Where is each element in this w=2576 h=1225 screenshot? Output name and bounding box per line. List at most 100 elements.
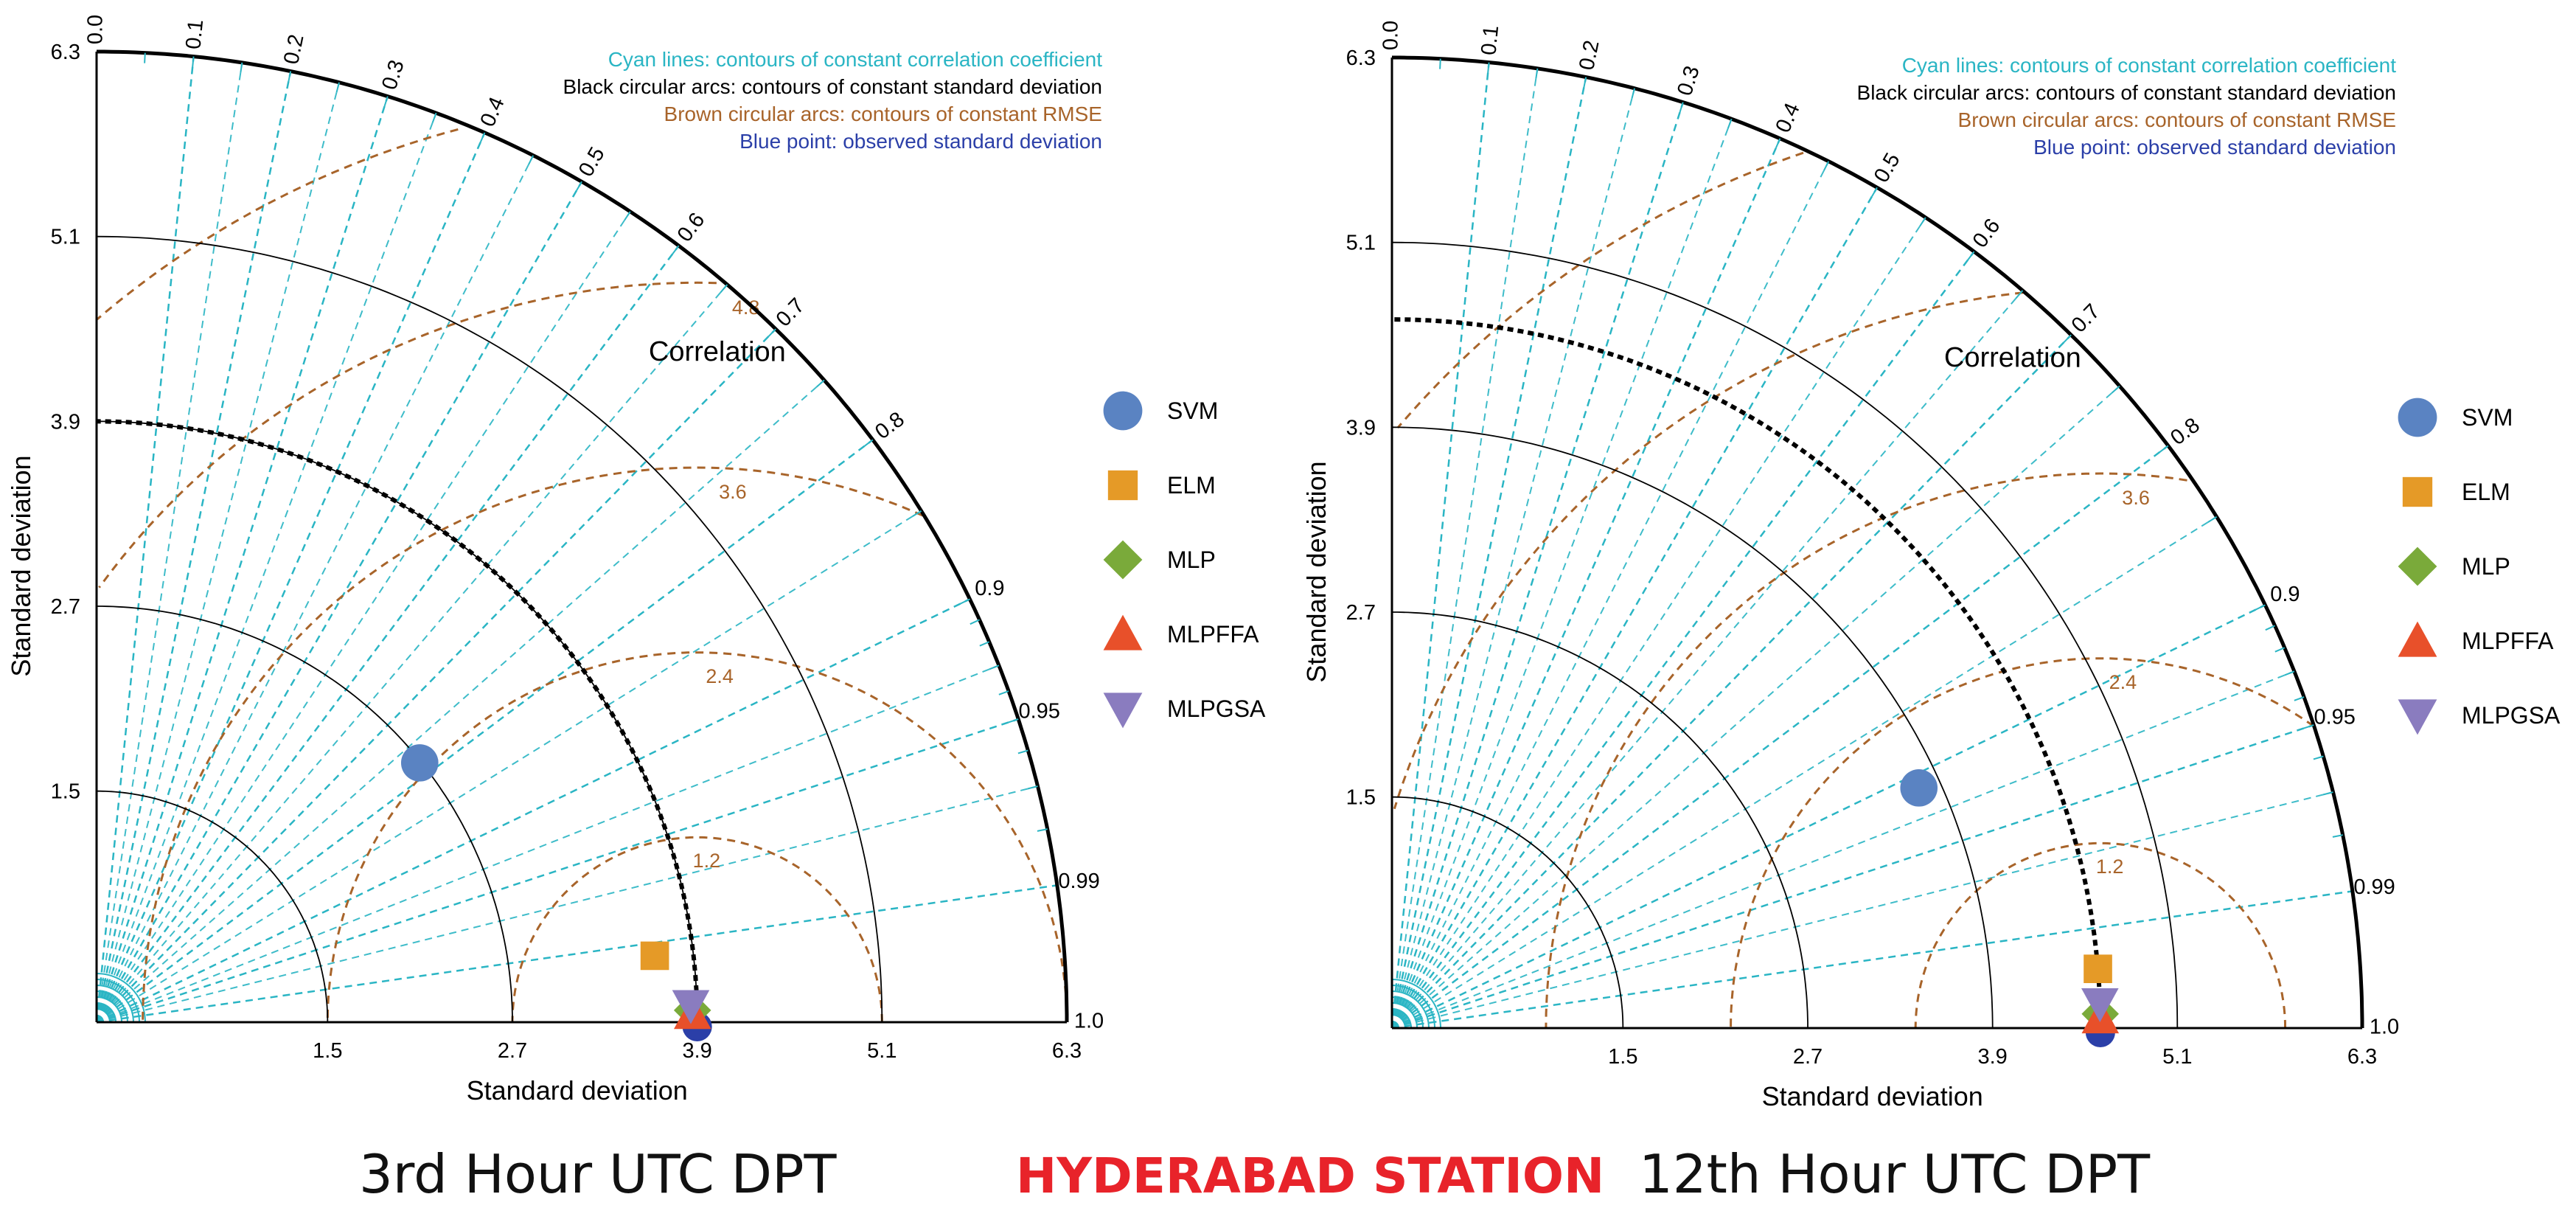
left-origin-arc <box>96 985 134 1023</box>
right-observed-std-arc <box>1391 317 2103 1029</box>
left-corr-minor-tick <box>672 245 680 254</box>
left-std-arc <box>96 420 698 1023</box>
right-correlation-line <box>1390 62 1490 1029</box>
left-corr-tick-label: 0.2 <box>279 32 308 66</box>
right-corr-minor-tick <box>1631 88 1635 99</box>
left-y-tick-label: 6.3 <box>51 41 80 64</box>
left-rmse-arc <box>98 281 717 589</box>
left-correlation-line <box>95 181 583 1023</box>
left-corr-minor-tick <box>720 284 728 294</box>
left-rmse-label: 2.4 <box>706 665 734 687</box>
left-origin-arc <box>97 1002 116 1022</box>
left-rmse-arc <box>96 128 459 321</box>
left-legend-label: MLP <box>1167 546 1216 573</box>
left-std-arc <box>96 235 883 1023</box>
left-corr-minor-tick <box>970 619 980 625</box>
left-correlation-minor-line <box>96 112 437 1023</box>
right-x-tick-label: 2.7 <box>1793 1045 1823 1069</box>
left-correlation-line <box>96 718 1019 1024</box>
right-correlation-line <box>1391 890 2353 1030</box>
right-annotation: Cyan lines: contours of constant correla… <box>1902 54 2397 77</box>
left-corr-minor-tick <box>1008 718 1019 723</box>
left-legend-label: MLPFFA <box>1167 621 1259 648</box>
left-legend-label: ELM <box>1167 472 1216 499</box>
right-correlation-minor-line <box>1391 217 1926 1029</box>
right-svm-marker <box>1900 769 1938 807</box>
right-std-arc <box>1391 426 1994 1029</box>
right-origin-arc <box>1392 1008 1412 1028</box>
left-rmse-arc <box>511 836 883 1022</box>
left-corr-minor-tick <box>912 510 922 517</box>
left-correlation-minor-line <box>96 664 1000 1023</box>
right-x-tick-label: 3.9 <box>1978 1045 2008 1069</box>
left-correlation-line <box>96 328 777 1023</box>
left-correlation-minor-line <box>96 82 340 1023</box>
right-origin-arc <box>1391 985 1435 1029</box>
right-origin-arc <box>1391 990 1430 1029</box>
right-x-tick-label: 5.1 <box>2162 1045 2192 1069</box>
left-legend-mlpffa-marker <box>1103 614 1143 650</box>
left-legend-label: MLPGSA <box>1167 695 1266 722</box>
right-origin-arc <box>1392 1002 1418 1028</box>
right-x-tick-label: 6.3 <box>2347 1045 2377 1069</box>
right-y-tick-label: 2.7 <box>1346 601 1376 625</box>
left-origin-arc <box>96 973 146 1023</box>
left-corr-minor-tick <box>767 328 776 337</box>
left-corr-minor-tick <box>1037 828 1048 832</box>
right-rmse-arc <box>1545 472 2187 1029</box>
right-std-arc <box>1391 241 2179 1029</box>
right-corr-tick-label: 0.95 <box>2314 705 2355 729</box>
right-corr-minor-tick <box>1871 187 1878 197</box>
right-corr-tick-label: 0.9 <box>2270 583 2300 606</box>
left-correlation-minor-line <box>96 785 1038 1023</box>
right-corr-tick-label: 0.6 <box>1968 215 2005 252</box>
right-legend-label: MLPFFA <box>2462 628 2554 654</box>
right-corr-minor-tick <box>1487 62 1490 73</box>
right-correlation-minor-line <box>1391 68 1539 1029</box>
right-corr-tick-label: 0.2 <box>1575 38 1604 72</box>
right-legend-label: SVM <box>2462 404 2513 431</box>
right-y-tick-label: 5.1 <box>1346 232 1376 255</box>
right-y-tick-label: 3.9 <box>1346 416 1376 440</box>
right-x-axis-title: Standard deviation <box>1762 1081 1983 1111</box>
left-svm-marker <box>400 744 439 782</box>
right-corr-minor-tick <box>1679 102 1684 113</box>
right-corr-minor-tick <box>1535 68 1539 79</box>
right-corr-minor-tick <box>2063 334 2072 343</box>
left-origin-arc <box>96 979 140 1023</box>
right-correlation-minor-line <box>1391 290 2024 1029</box>
right-rmse-label: 1.2 <box>2096 856 2124 878</box>
right-corr-tick-label: 1.0 <box>2370 1016 2399 1039</box>
right-corr-tick-label: 0.4 <box>1771 100 1804 136</box>
right-corr-tick-label: 0.3 <box>1673 63 1705 99</box>
left-correlation-minor-line <box>96 284 728 1023</box>
right-corr-minor-tick <box>2111 385 2120 394</box>
left-x-tick-label: 2.7 <box>498 1039 527 1063</box>
left-corr-minor-tick <box>576 181 582 191</box>
left-corr-minor-tick <box>1017 749 1028 754</box>
right-rmse-arc <box>1393 291 2024 810</box>
right-corr-tick-label: 0.8 <box>2166 413 2204 450</box>
left-correlation-minor-line <box>96 510 922 1023</box>
right-correlation-minor-line <box>1391 88 1635 1029</box>
left-x-tick-label: 5.1 <box>867 1039 897 1063</box>
left-corr-tick-label: 0.9 <box>975 577 1004 600</box>
right-corr-tick-label: 0.5 <box>1870 149 1905 187</box>
right-annotation: Brown circular arcs: contours of constan… <box>1958 108 2396 131</box>
left-corr-minor-tick <box>479 132 486 143</box>
left-x-tick-label: 6.3 <box>1052 1039 1082 1063</box>
left-corr-tick-label: 0.6 <box>673 209 710 246</box>
right-chart-title: 12th Hour UTC DPT <box>1639 1143 2151 1205</box>
right-rmse-arc <box>1730 657 2315 1028</box>
right-corr-minor-tick <box>2294 696 2305 701</box>
left-elm-marker <box>640 941 669 971</box>
left-mlpgsa-marker <box>672 990 710 1024</box>
left-std-arc <box>97 790 329 1022</box>
left-correlation-axis-label: Correlation <box>649 336 786 368</box>
left-y-tick-label: 1.5 <box>51 780 80 804</box>
left-correlation-line <box>95 245 680 1023</box>
right-taylor-diagram: 1.2 2.4 3.6 0.0 0.1 0.2 0.3 0.4 0.5 0.6 0.7 0.8 0.9 0… <box>1301 21 2561 1111</box>
right-corr-minor-tick <box>2284 670 2295 676</box>
right-y-tick-label: 1.5 <box>1346 786 1376 810</box>
right-y-tick-label: 6.3 <box>1346 46 1376 70</box>
